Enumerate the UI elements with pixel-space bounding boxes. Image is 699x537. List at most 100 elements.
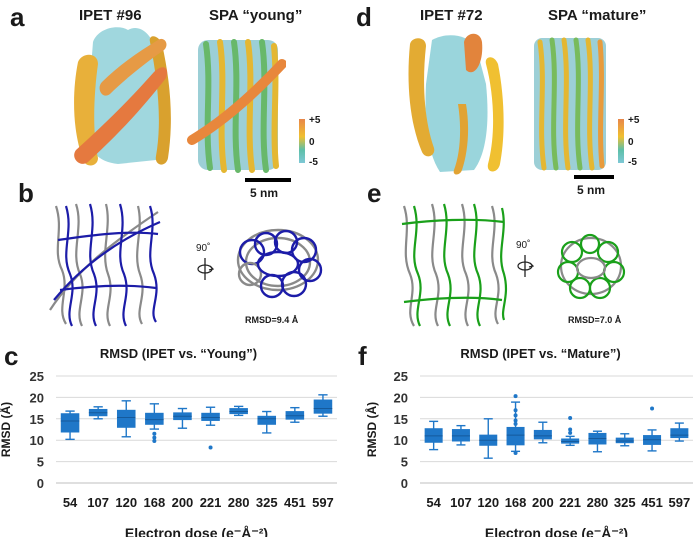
rotation-arrow-b-icon [197,258,214,280]
chart-title: RMSD (IPET vs. “Mature”) [460,346,620,361]
panel-letter-d: d [356,2,372,32]
scale-bar-d-label: 5 nm [577,183,606,197]
x-tick-label: 221 [200,495,222,510]
scale-bar-a-label: 5 nm [250,186,279,200]
outlier-point [152,431,157,436]
x-tick-label: 168 [505,495,527,510]
outlier-point [568,430,573,435]
spa-young-title: SPA “young” [209,7,303,24]
y-tick-label: 0 [401,476,408,491]
rmsd-label-b: RMSD=9.4 Å [245,315,299,325]
panel-letter-a: a [10,2,25,32]
outlier-point [568,415,573,420]
outlier-point [650,406,655,411]
y-tick-label: 5 [37,455,44,470]
outlier-point [513,421,518,426]
young-model-top-view [236,228,323,299]
box-168 [506,426,525,446]
spa-young-density-map [187,39,286,173]
x-tick-label: 221 [559,495,581,510]
x-tick-label: 54 [426,495,441,510]
outlier-point [152,435,157,440]
x-tick-label: 325 [256,495,278,510]
x-tick-label: 597 [312,495,334,510]
y-axis-label: RMSD (Å) [0,402,13,457]
box-120 [116,409,136,428]
ipet-72-density-map [408,33,504,175]
colorbar-d-mid: 0 [628,137,634,148]
colorbar-d-max: +5 [628,115,640,126]
x-tick-label: 107 [450,495,472,510]
rmsd-mature-boxplot: RMSD (IPET vs. “Mature”) 0 5 10 15 20 25 RMSD (… [364,346,693,537]
rotation-label-b: 90˚ [196,243,211,254]
box-221 [201,412,220,421]
panel-letter-b: b [18,178,34,208]
outlier-point [568,427,573,432]
outlier-point [513,418,518,423]
x-tick-label: 120 [477,495,499,510]
box-325 [615,437,634,444]
y-tick-label: 20 [394,390,408,405]
rmsd-label-e: RMSD=7.0 Å [568,315,622,325]
rotation-arrow-e-icon [517,255,534,277]
panel-letter-e: e [367,178,382,208]
x-tick-label: 280 [587,495,609,510]
spa-mature-density-map [534,37,606,171]
colorbar-a-max: +5 [309,115,321,126]
rotation-label-e: 90˚ [516,240,531,251]
x-axis-label: Electron dose (e⁻Å⁻²) [125,525,268,537]
x-tick-label: 451 [641,495,663,510]
box-200 [533,429,552,440]
y-tick-label: 25 [30,369,44,384]
scale-bar-a [245,178,291,182]
x-tick-label: 200 [172,495,194,510]
chart-title: RMSD (IPET vs. “Young”) [100,346,257,361]
rmsd-young-boxplot: RMSD (IPET vs. “Young”) 0 5 10 15 20 25 RMSD (Å… [0,346,337,537]
x-tick-label: 280 [228,495,250,510]
panel-letter-c: c [4,341,19,371]
colorbar-a-mid: 0 [309,137,315,148]
mature-model-side-view [401,203,508,327]
outlier-point [513,408,518,413]
y-axis-label: RMSD (Å) [364,402,379,457]
x-tick-label: 200 [532,495,554,510]
ipet-72-title: IPET #72 [420,7,483,24]
box-107 [451,429,470,442]
box-597 [313,399,333,414]
y-tick-label: 10 [394,433,408,448]
colorbar-d-min: -5 [628,157,637,168]
y-tick-label: 15 [30,412,44,427]
y-tick-label: 5 [401,455,408,470]
y-tick-label: 0 [37,476,44,491]
box-168 [145,412,164,425]
y-tick-label: 15 [394,412,408,427]
x-tick-label: 107 [87,495,109,510]
x-tick-label: 597 [668,495,690,510]
y-tick-label: 25 [394,369,408,384]
colorbar-a [299,119,305,163]
mature-model-top-view [556,233,626,300]
y-tick-label: 20 [30,390,44,405]
outlier-point [513,394,518,399]
y-tick-label: 10 [30,433,44,448]
x-tick-label: 168 [143,495,165,510]
ipet-96-density-map [74,27,171,166]
outlier-point [513,413,518,418]
x-tick-label: 54 [63,495,78,510]
colorbar-d [618,119,624,163]
x-tick-label: 325 [614,495,636,510]
colorbar-a-min: -5 [309,157,318,168]
outlier-point [152,439,157,444]
panel-letter-f: f [358,341,367,371]
x-tick-label: 451 [284,495,306,510]
ipet-96-title: IPET #96 [79,7,142,24]
spa-mature-title: SPA “mature” [548,7,647,24]
box-597 [670,428,689,439]
x-tick-label: 120 [115,495,137,510]
young-model-side-view [49,203,161,327]
box-54 [60,413,80,433]
scale-bar-d [574,175,614,179]
outlier-point [208,445,213,450]
outlier-point [513,451,518,456]
box-325 [257,415,277,425]
